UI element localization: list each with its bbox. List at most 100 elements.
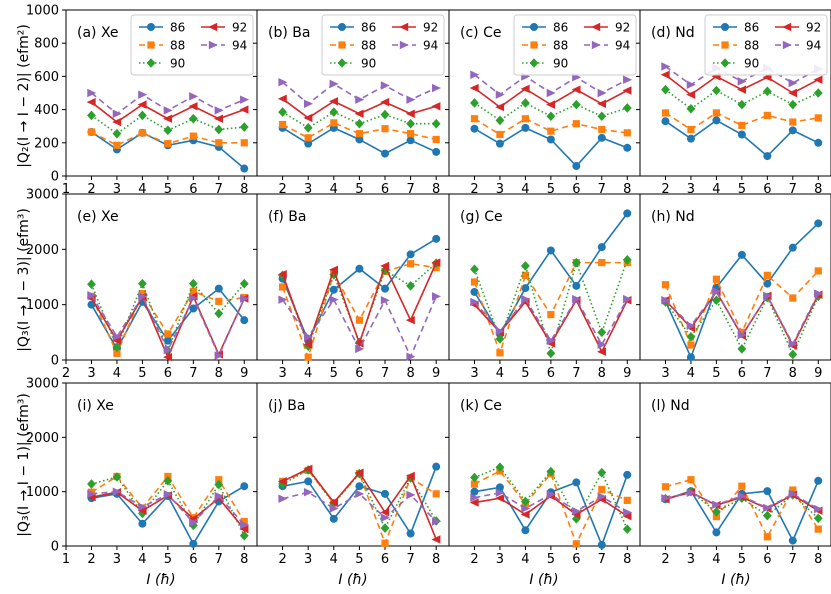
data-point-94: [623, 508, 633, 517]
data-point-88: [763, 271, 771, 279]
data-point-88: [687, 341, 695, 349]
series-86: [661, 116, 823, 161]
data-point-86: [712, 528, 721, 537]
series-94: [87, 88, 250, 118]
series-90: [470, 98, 632, 126]
legend-label-90: 90: [361, 57, 376, 71]
x-tick-label: 8: [789, 366, 797, 381]
x-tick-label: 8: [240, 182, 248, 197]
x-tick-label: 6: [355, 366, 363, 381]
y-tick-label: 1000: [26, 485, 59, 500]
data-point-94: [814, 289, 824, 298]
data-point-94: [432, 517, 441, 526]
data-point-88: [189, 132, 197, 140]
data-point-86: [546, 246, 555, 255]
data-point-90: [406, 118, 415, 129]
data-point-94: [546, 88, 556, 98]
data-point-92: [329, 97, 338, 106]
data-point-88: [113, 141, 121, 149]
x-tick-label: 9: [240, 366, 248, 381]
data-point-90: [712, 85, 721, 96]
x-tick-label: 8: [240, 552, 248, 567]
x-tick-label: 8: [814, 182, 822, 197]
data-point-86: [521, 123, 530, 132]
x-tick-label: 7: [406, 182, 414, 197]
data-point-94: [546, 490, 556, 499]
legend-marker-92: [782, 22, 792, 32]
data-point-88: [661, 281, 670, 289]
data-point-94: [572, 294, 582, 304]
x-tick-label: 8: [598, 366, 606, 381]
data-point-86: [814, 476, 823, 485]
data-point-86: [623, 143, 632, 152]
data-point-90: [788, 99, 798, 110]
data-point-86: [572, 478, 581, 487]
data-point-90: [495, 334, 505, 344]
series-92: [469, 83, 632, 112]
data-point-90: [661, 84, 670, 95]
legend-marker-86: [530, 23, 538, 31]
series-line-88: [474, 470, 628, 546]
data-point-94: [304, 488, 313, 497]
data-point-92: [405, 315, 415, 325]
data-point-94: [112, 109, 122, 118]
data-point-94: [495, 90, 505, 99]
panel-3: 2 3 4 5 6 7 8 (c) Ce 86 88 90 92 94: [445, 9, 641, 197]
data-point-88: [547, 311, 555, 319]
x-tick-label: 3: [304, 182, 312, 197]
x-tick-label: 3: [470, 366, 478, 381]
series-92: [86, 97, 249, 127]
panel-6: 3 4 5 6 7 8 9 (f) Ba: [253, 193, 450, 381]
data-point-90: [87, 479, 96, 489]
data-point-86: [329, 285, 338, 294]
legend-marker-90: [720, 58, 730, 68]
data-point-86: [381, 489, 389, 498]
panel-title: (d) Nd: [651, 25, 695, 41]
x-tick-label: 5: [547, 182, 555, 197]
y-tick-label: 0: [51, 170, 59, 185]
data-point-86: [406, 250, 415, 259]
data-point-88: [814, 525, 822, 533]
data-point-94: [138, 90, 148, 99]
data-point-94: [138, 502, 148, 512]
data-point-92: [431, 102, 441, 111]
legend-marker-86: [147, 23, 155, 31]
data-point-86: [572, 281, 581, 290]
data-point-86: [623, 470, 632, 479]
data-point-94: [240, 95, 250, 104]
data-point-94: [737, 330, 747, 340]
series-94: [661, 287, 824, 349]
series-94: [87, 487, 250, 530]
legend-label-92: 92: [615, 21, 630, 35]
data-point-86: [163, 336, 172, 345]
data-point-90: [470, 264, 479, 275]
data-point-94: [189, 92, 199, 101]
data-point-86: [240, 164, 249, 173]
series-88: [661, 267, 822, 349]
data-point-90: [303, 123, 313, 133]
xlabel-col2: I (ħ): [338, 572, 367, 588]
data-point-92: [431, 535, 441, 544]
data-point-88: [598, 125, 606, 134]
legend-label-94: 94: [232, 39, 247, 53]
data-point-86: [788, 126, 797, 135]
x-tick-label: 5: [164, 182, 172, 197]
panel-title: (g) Ce: [460, 209, 503, 225]
data-point-94: [763, 503, 773, 513]
data-point-86: [763, 152, 772, 161]
x-tick-label: 7: [215, 552, 223, 567]
legend-label-88: 88: [744, 39, 759, 53]
series-line-94: [282, 491, 437, 523]
data-point-86: [470, 487, 479, 496]
data-point-94: [355, 344, 365, 354]
data-point-88: [572, 120, 580, 128]
y-tick-label: 800: [34, 37, 59, 52]
panel-title: (i) Xe: [77, 398, 114, 414]
data-point-86: [355, 482, 364, 491]
data-point-86: [737, 130, 746, 139]
series-92: [277, 94, 441, 123]
panel-12: 2 3 4 5 6 7 8 (l) Nd: [636, 382, 831, 567]
legend-marker-86: [721, 23, 729, 31]
series-88: [470, 467, 631, 548]
data-point-92: [737, 85, 747, 94]
